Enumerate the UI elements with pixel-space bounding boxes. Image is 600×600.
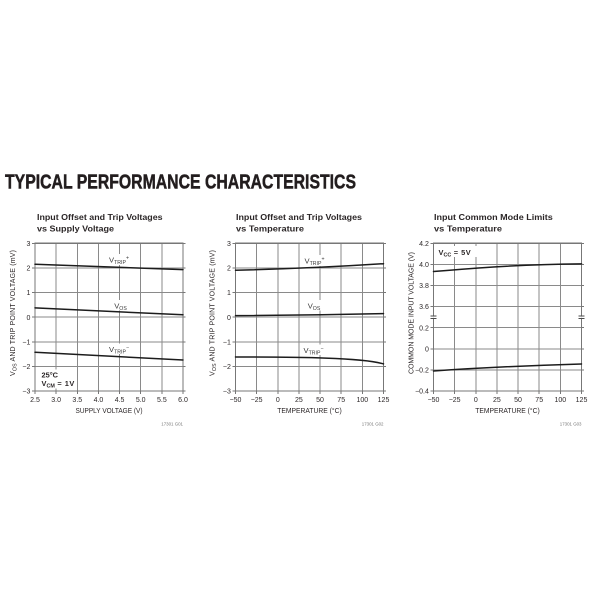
svg-text:125: 125	[378, 397, 390, 404]
svg-text:17301 G01: 17301 G01	[161, 422, 183, 427]
svg-text:−1: −1	[22, 339, 30, 346]
svg-text:4.2: 4.2	[419, 241, 429, 248]
svg-text:25: 25	[295, 397, 303, 404]
svg-text:4.5: 4.5	[115, 397, 125, 404]
svg-text:TYPICAL PERFORMANCE CHARACTERI: TYPICAL PERFORMANCE CHARACTERISTICS	[5, 172, 356, 194]
svg-text:vs Temperature: vs Temperature	[434, 224, 502, 234]
svg-text:0: 0	[276, 397, 280, 404]
svg-text:3.8: 3.8	[419, 283, 429, 290]
svg-text:VOS AND TRIP POINT VOLTAGE (mV: VOS AND TRIP POINT VOLTAGE (mV)	[210, 250, 219, 376]
svg-text:3.5: 3.5	[72, 397, 82, 404]
svg-text:2: 2	[227, 266, 231, 273]
svg-text:VTRIP+: VTRIP+	[305, 256, 325, 267]
svg-text:25°C: 25°C	[42, 370, 59, 379]
svg-text:VOS AND TRIP POINT VOLTAGE (mV: VOS AND TRIP POINT VOLTAGE (mV)	[10, 250, 19, 376]
svg-text:100: 100	[357, 397, 369, 404]
svg-text:−0.4: −0.4	[415, 389, 429, 396]
svg-text:VTRIP+: VTRIP+	[109, 255, 129, 266]
svg-text:5.5: 5.5	[157, 397, 167, 404]
svg-text:VOS: VOS	[114, 302, 127, 313]
svg-text:3.0: 3.0	[51, 397, 61, 404]
svg-text:TEMPERATURE (°C): TEMPERATURE (°C)	[475, 406, 540, 415]
svg-text:3.6: 3.6	[419, 304, 429, 311]
svg-text:−50: −50	[230, 397, 242, 404]
svg-text:SUPPLY VOLTAGE (V): SUPPLY VOLTAGE (V)	[76, 406, 143, 415]
svg-text:0: 0	[474, 397, 478, 404]
svg-text:0.2: 0.2	[419, 325, 429, 332]
svg-text:4.0: 4.0	[419, 262, 429, 269]
svg-text:75: 75	[535, 397, 543, 404]
svg-text:6.0: 6.0	[178, 397, 188, 404]
svg-text:100: 100	[555, 397, 567, 404]
svg-text:−50: −50	[428, 397, 440, 404]
svg-text:1: 1	[227, 290, 231, 297]
svg-text:75: 75	[337, 397, 345, 404]
svg-text:Input Common Mode Limits: Input Common Mode Limits	[434, 212, 553, 222]
svg-text:3: 3	[227, 241, 231, 248]
svg-text:−3: −3	[22, 389, 30, 396]
svg-text:2: 2	[26, 266, 30, 273]
svg-text:VTRIP−: VTRIP−	[109, 345, 129, 356]
svg-text:vs Temperature: vs Temperature	[236, 224, 304, 234]
svg-text:17301 G02: 17301 G02	[362, 422, 384, 427]
svg-text:0: 0	[425, 346, 429, 353]
svg-text:Input Offset and Trip Voltages: Input Offset and Trip Voltages	[236, 212, 362, 222]
svg-text:VTRIP−: VTRIP−	[304, 346, 324, 357]
svg-text:2.5: 2.5	[30, 397, 40, 404]
svg-text:−0.2: −0.2	[415, 368, 429, 375]
svg-text:17301 G03: 17301 G03	[560, 422, 582, 427]
svg-text:50: 50	[316, 397, 324, 404]
svg-text:5.0: 5.0	[136, 397, 146, 404]
svg-text:VOS: VOS	[308, 302, 321, 313]
svg-text:0: 0	[26, 315, 30, 322]
svg-text:vs Supply Voltage: vs Supply Voltage	[37, 224, 114, 234]
svg-text:−25: −25	[251, 397, 263, 404]
svg-text:VCM = 1V: VCM = 1V	[42, 379, 75, 390]
svg-text:Input Offset and Trip Voltages: Input Offset and Trip Voltages	[37, 212, 163, 222]
svg-text:−2: −2	[223, 364, 231, 371]
svg-text:−3: −3	[223, 389, 231, 396]
svg-text:0: 0	[227, 315, 231, 322]
svg-text:−2: −2	[22, 364, 30, 371]
svg-text:COMMON MODE INPUT VOLTAGE (V): COMMON MODE INPUT VOLTAGE (V)	[409, 252, 416, 374]
svg-text:TEMPERATURE (°C): TEMPERATURE (°C)	[277, 406, 342, 415]
svg-text:−25: −25	[449, 397, 461, 404]
svg-text:1: 1	[26, 290, 30, 297]
svg-text:3: 3	[26, 241, 30, 248]
svg-text:VCC = 5V: VCC = 5V	[439, 248, 472, 258]
svg-text:50: 50	[514, 397, 522, 404]
svg-text:−1: −1	[223, 339, 231, 346]
svg-text:4.0: 4.0	[94, 397, 104, 404]
svg-text:25: 25	[493, 397, 501, 404]
svg-text:125: 125	[576, 397, 588, 404]
